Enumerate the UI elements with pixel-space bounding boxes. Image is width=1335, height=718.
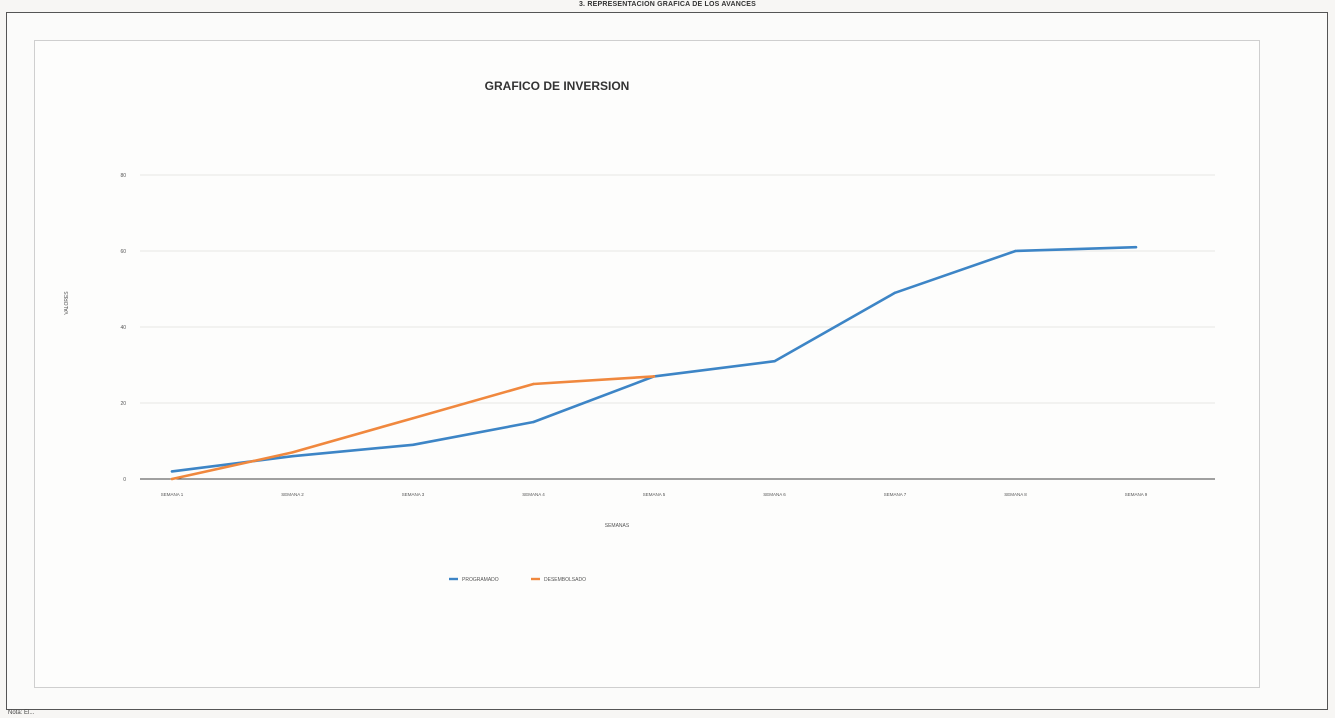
data-point-desembolsado [532,382,535,386]
data-point-programado [1014,249,1017,253]
y-tick-label: 80 [120,173,126,179]
x-tick-label: SEMANA 3 [402,492,425,497]
x-tick-label: SEMANA 4 [522,492,545,497]
x-tick-label: SEMANA 1 [161,492,184,497]
section-title: 3. REPRESENTACION GRAFICA DE LOS AVANCES [578,1,757,8]
y-tick-label: 20 [120,401,126,407]
data-point-desembolsado [291,451,294,454]
line-chart: GRAFICO DE INVERSION VALORES SEMANAS 0 20… [64,79,1215,583]
x-tick-label: SEMANA 8 [1004,492,1027,497]
series-lines [170,245,1138,481]
legend-label: PROGRAMADO [462,577,499,583]
y-tick-label: 40 [120,325,126,331]
data-point-programado [291,455,294,458]
data-point-programado [773,360,776,363]
x-tick-label: SEMANA 6 [763,492,786,497]
series-line-programado [170,245,1138,473]
x-axis-label: SEMANAS [605,523,630,529]
y-axis-label: VALORES [64,291,70,315]
data-point-programado [893,291,897,294]
chart-area: GRAFICO DE INVERSION VALORES SEMANAS 0 20… [34,40,1260,688]
data-point-desembolsado [652,375,656,378]
chart-title: GRAFICO DE INVERSION [485,79,630,93]
series-line-desembolsado [170,375,656,481]
data-point-programado [1134,246,1138,249]
legend-label: DESEMBOLSADO [544,577,586,583]
data-point-programado [532,420,535,424]
x-tick-label: SEMANA 2 [281,492,304,497]
x-tick-label: SEMANA 9 [1125,492,1148,497]
legend: PROGRAMADO DESEMBOLSADO [449,577,586,583]
data-point-desembolsado [170,477,174,481]
footer-note: Nota: El... [8,710,35,716]
y-tick-label: 0 [123,477,126,483]
x-tick-label: SEMANA 5 [643,492,666,497]
data-point-programado [411,443,415,446]
gridlines [140,174,1215,404]
y-tick-label: 60 [120,249,126,255]
data-point-desembolsado [411,417,415,420]
x-tick-label: SEMANA 7 [884,492,907,497]
data-point-programado [170,470,174,473]
axes: 0 20 40 60 80 SEMANA 1 SEMANA 2 SEMANA 3 SEMANA … [120,173,1215,497]
